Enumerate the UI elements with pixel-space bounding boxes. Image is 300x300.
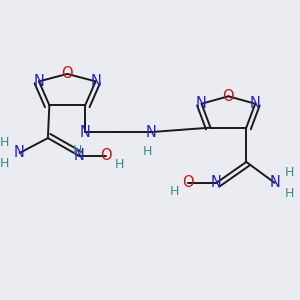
Text: H: H bbox=[0, 136, 9, 149]
Text: N: N bbox=[14, 146, 25, 160]
Text: N: N bbox=[34, 74, 44, 89]
Text: N: N bbox=[90, 74, 101, 89]
Text: N: N bbox=[74, 148, 85, 164]
Text: O: O bbox=[100, 148, 112, 164]
Text: O: O bbox=[182, 175, 194, 190]
Text: O: O bbox=[61, 66, 73, 81]
Text: H: H bbox=[170, 185, 179, 198]
Text: N: N bbox=[146, 124, 156, 140]
Text: N: N bbox=[211, 175, 222, 190]
Text: N: N bbox=[269, 175, 280, 190]
Text: H: H bbox=[143, 145, 152, 158]
Text: H: H bbox=[73, 143, 82, 157]
Text: O: O bbox=[223, 89, 234, 104]
Text: N: N bbox=[250, 96, 261, 111]
Text: H: H bbox=[115, 158, 124, 171]
Text: H: H bbox=[0, 157, 9, 170]
Text: H: H bbox=[285, 187, 294, 200]
Text: N: N bbox=[80, 124, 91, 140]
Text: H: H bbox=[285, 166, 294, 179]
Text: N: N bbox=[196, 96, 207, 111]
